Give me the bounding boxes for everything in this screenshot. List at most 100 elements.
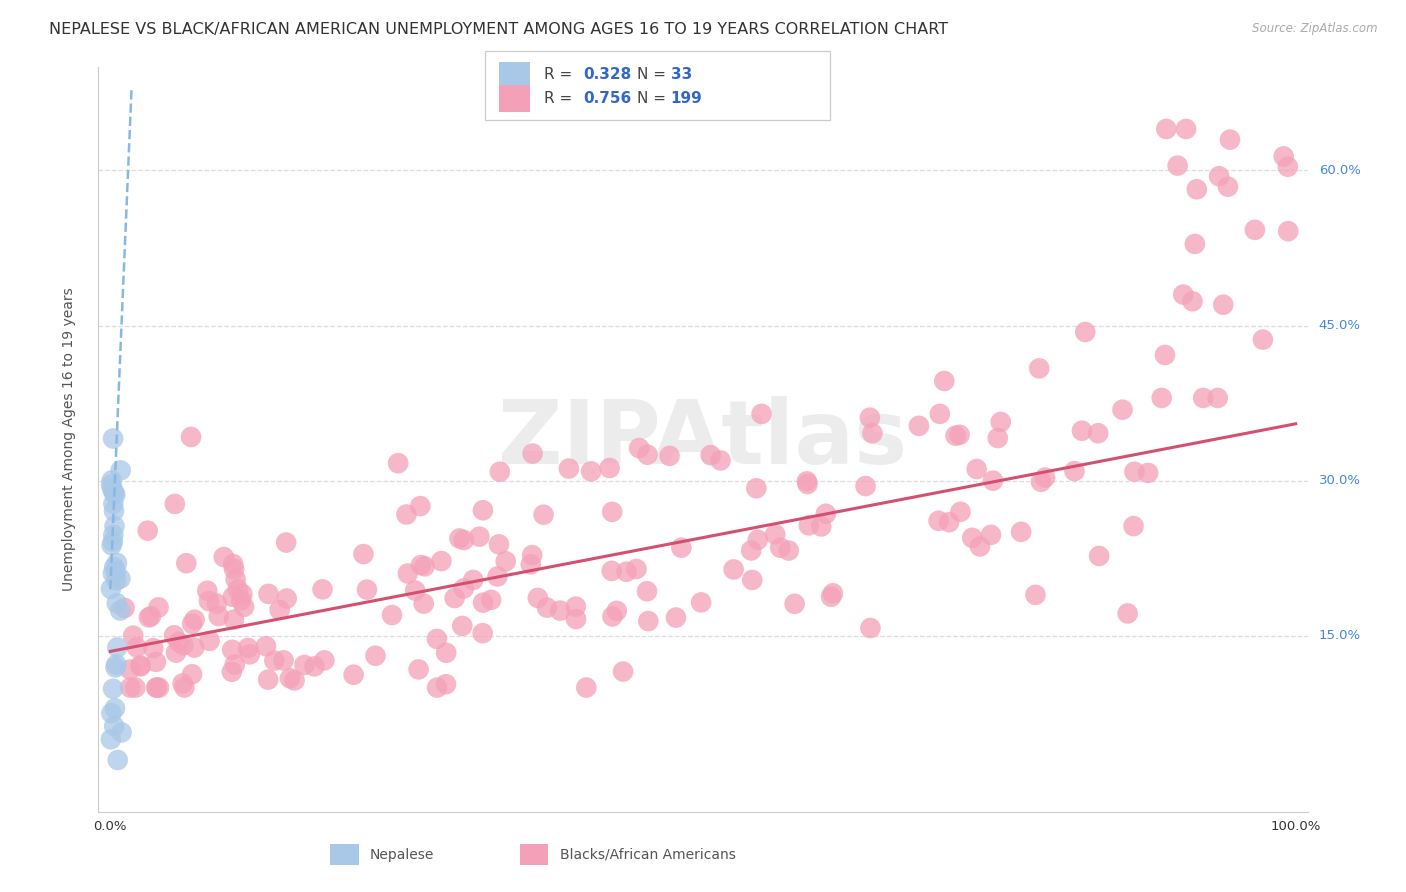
Point xyxy=(1277,224,1299,238)
Point xyxy=(1024,588,1046,602)
Point xyxy=(148,600,170,615)
Point xyxy=(173,681,195,695)
Point xyxy=(960,531,983,545)
Point xyxy=(637,614,659,628)
Point xyxy=(145,681,167,695)
Point xyxy=(1063,464,1085,478)
Point xyxy=(101,474,124,488)
Text: 60.0%: 60.0% xyxy=(1319,164,1361,177)
Point xyxy=(163,497,186,511)
Point xyxy=(522,446,544,460)
Point xyxy=(269,603,291,617)
Point xyxy=(276,535,298,549)
Point xyxy=(814,507,837,521)
Point xyxy=(637,448,659,462)
Point xyxy=(426,632,449,646)
Point xyxy=(100,477,122,491)
Point xyxy=(283,673,305,688)
Point xyxy=(181,616,204,631)
Text: ZIPAtlas: ZIPAtlas xyxy=(498,396,908,483)
Point xyxy=(434,646,457,660)
Text: N =: N = xyxy=(637,68,666,82)
Point xyxy=(145,681,167,695)
Text: N =: N = xyxy=(637,91,666,105)
Point xyxy=(1173,287,1195,301)
Point xyxy=(408,662,430,676)
Point xyxy=(797,518,820,533)
Point xyxy=(472,596,495,610)
Point xyxy=(263,654,285,668)
Point xyxy=(167,635,190,649)
Point xyxy=(1272,149,1295,163)
Point xyxy=(172,676,194,690)
Point xyxy=(981,474,1004,488)
Point xyxy=(104,660,127,674)
Point xyxy=(364,648,387,663)
Point xyxy=(221,642,243,657)
Point xyxy=(980,528,1002,542)
Point xyxy=(226,582,249,597)
Point xyxy=(183,613,205,627)
Point xyxy=(928,407,950,421)
Point xyxy=(254,639,277,653)
Point xyxy=(100,706,122,720)
Point xyxy=(1071,424,1094,438)
Point xyxy=(471,626,494,640)
Point xyxy=(311,582,333,597)
Y-axis label: Unemployment Among Ages 16 to 19 years: Unemployment Among Ages 16 to 19 years xyxy=(62,287,76,591)
Point xyxy=(783,597,806,611)
Point xyxy=(966,462,988,476)
Point xyxy=(1175,122,1198,136)
Point xyxy=(1208,169,1230,184)
Point xyxy=(949,505,972,519)
Text: 30.0%: 30.0% xyxy=(1319,475,1361,487)
Point xyxy=(129,659,152,673)
Point xyxy=(412,597,434,611)
Point xyxy=(489,465,512,479)
Point xyxy=(1033,470,1056,484)
Point xyxy=(136,524,159,538)
Point xyxy=(1216,179,1239,194)
Point xyxy=(600,564,623,578)
Text: 33: 33 xyxy=(671,68,692,82)
Point xyxy=(413,559,436,574)
Point xyxy=(763,527,786,541)
Point xyxy=(101,482,124,496)
Point xyxy=(233,599,256,614)
Text: NEPALESE VS BLACK/AFRICAN AMERICAN UNEMPLOYMENT AMONG AGES 16 TO 19 YEARS CORREL: NEPALESE VS BLACK/AFRICAN AMERICAN UNEMP… xyxy=(49,22,948,37)
Text: Blacks/African Americans: Blacks/African Americans xyxy=(560,847,735,862)
Point xyxy=(579,464,602,478)
Point xyxy=(533,508,555,522)
Point xyxy=(105,556,128,570)
Point xyxy=(145,655,167,669)
Point xyxy=(165,646,187,660)
Point xyxy=(1219,133,1241,147)
Point xyxy=(558,461,581,475)
Point xyxy=(1116,607,1139,621)
Point xyxy=(120,663,142,677)
Point xyxy=(1088,549,1111,563)
Point xyxy=(222,613,245,627)
Point xyxy=(751,407,773,421)
Point xyxy=(990,415,1012,429)
Point xyxy=(174,556,197,570)
Point xyxy=(396,566,419,581)
Point xyxy=(628,441,651,455)
Point xyxy=(1167,159,1189,173)
Point xyxy=(205,597,228,611)
Point xyxy=(468,530,491,544)
Point xyxy=(236,640,259,655)
Point xyxy=(101,566,124,581)
Point xyxy=(180,430,202,444)
Point xyxy=(198,594,221,608)
Point xyxy=(273,653,295,667)
Point xyxy=(198,633,221,648)
Point xyxy=(231,587,253,601)
Point xyxy=(103,560,125,574)
Point xyxy=(353,547,375,561)
Point xyxy=(103,486,125,500)
Point xyxy=(463,573,485,587)
Point xyxy=(453,582,475,596)
Point xyxy=(430,554,453,568)
Point xyxy=(426,681,449,695)
